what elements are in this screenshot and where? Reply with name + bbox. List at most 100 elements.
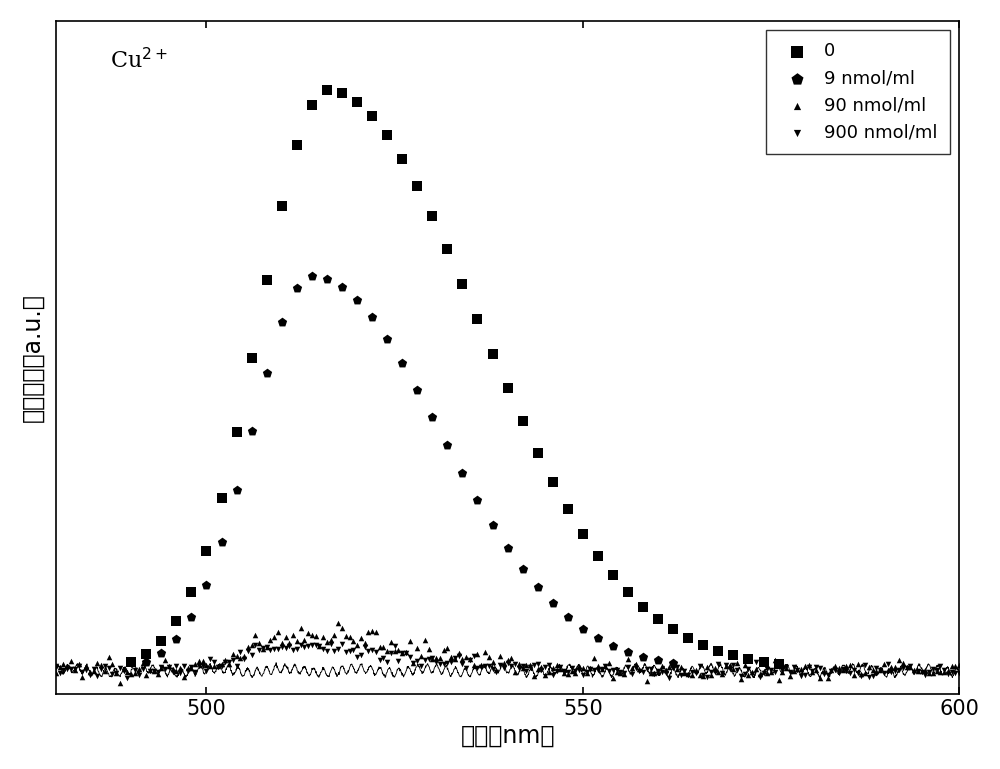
900 nmol/ml <box>469 661 485 674</box>
0 <box>229 426 245 438</box>
90 nmol/ml <box>511 658 527 671</box>
900 nmol/ml <box>176 661 192 673</box>
90 nmol/ml <box>428 651 444 664</box>
900 nmol/ml <box>567 665 583 677</box>
900 nmol/ml <box>883 666 899 678</box>
900 nmol/ml <box>394 647 410 659</box>
9 nmol/ml <box>469 494 485 506</box>
900 nmol/ml <box>756 667 772 679</box>
900 nmol/ml <box>586 664 602 677</box>
90 nmol/ml <box>929 664 945 677</box>
0 <box>454 278 470 290</box>
900 nmol/ml <box>71 660 87 672</box>
90 nmol/ml <box>48 667 64 679</box>
90 nmol/ml <box>718 660 734 672</box>
900 nmol/ml <box>620 661 636 674</box>
90 nmol/ml <box>172 662 188 674</box>
90 nmol/ml <box>597 660 613 672</box>
900 nmol/ml <box>390 655 406 667</box>
900 nmol/ml <box>846 664 862 676</box>
900 nmol/ml <box>564 662 580 674</box>
90 nmol/ml <box>74 671 90 683</box>
90 nmol/ml <box>278 631 294 644</box>
900 nmol/ml <box>895 662 911 674</box>
900 nmol/ml <box>500 657 516 670</box>
90 nmol/ml <box>846 669 862 681</box>
90 nmol/ml <box>895 657 911 670</box>
90 nmol/ml <box>887 661 903 673</box>
900 nmol/ml <box>921 665 937 677</box>
90 nmol/ml <box>582 662 598 674</box>
90 nmol/ml <box>281 637 297 649</box>
90 nmol/ml <box>334 622 350 634</box>
9 nmol/ml <box>214 536 230 548</box>
90 nmol/ml <box>801 659 817 671</box>
90 nmol/ml <box>255 642 271 654</box>
900 nmol/ml <box>816 668 832 681</box>
900 nmol/ml <box>492 659 508 671</box>
9 nmol/ml <box>545 598 561 610</box>
9 nmol/ml <box>259 367 275 379</box>
90 nmol/ml <box>650 666 666 678</box>
90 nmol/ml <box>748 663 764 675</box>
90 nmol/ml <box>567 667 583 680</box>
90 nmol/ml <box>364 625 380 638</box>
900 nmol/ml <box>853 670 869 682</box>
90 nmol/ml <box>101 651 117 664</box>
90 nmol/ml <box>515 662 531 674</box>
9 nmol/ml <box>560 611 576 624</box>
900 nmol/ml <box>93 663 109 675</box>
900 nmol/ml <box>530 658 546 671</box>
900 nmol/ml <box>409 655 425 667</box>
90 nmol/ml <box>97 665 113 677</box>
90 nmol/ml <box>763 666 779 678</box>
90 nmol/ml <box>285 628 301 641</box>
9 nmol/ml <box>394 357 410 369</box>
900 nmol/ml <box>74 666 90 678</box>
90 nmol/ml <box>545 661 561 674</box>
900 nmol/ml <box>857 659 873 671</box>
90 nmol/ml <box>778 662 794 674</box>
90 nmol/ml <box>620 653 636 665</box>
90 nmol/ml <box>447 653 463 665</box>
90 nmol/ml <box>59 660 75 672</box>
90 nmol/ml <box>131 664 147 676</box>
90 nmol/ml <box>405 657 421 669</box>
90 nmol/ml <box>786 665 802 677</box>
900 nmol/ml <box>740 662 756 674</box>
90 nmol/ml <box>67 664 83 676</box>
900 nmol/ml <box>616 667 632 679</box>
900 nmol/ml <box>421 653 437 665</box>
9 nmol/ml <box>530 581 546 594</box>
90 nmol/ml <box>274 638 290 650</box>
900 nmol/ml <box>387 640 403 652</box>
9 nmol/ml <box>304 270 320 282</box>
90 nmol/ml <box>451 647 467 659</box>
90 nmol/ml <box>872 664 888 676</box>
900 nmol/ml <box>820 668 836 681</box>
9 nmol/ml <box>349 294 365 306</box>
90 nmol/ml <box>868 664 884 677</box>
9 nmol/ml <box>665 657 681 669</box>
9 nmol/ml <box>274 316 290 328</box>
0 <box>123 655 139 667</box>
90 nmol/ml <box>797 660 813 672</box>
900 nmol/ml <box>827 664 843 676</box>
90 nmol/ml <box>564 665 580 677</box>
90 nmol/ml <box>774 665 790 677</box>
900 nmol/ml <box>168 660 184 672</box>
90 nmol/ml <box>661 661 677 673</box>
900 nmol/ml <box>97 660 113 672</box>
90 nmol/ml <box>78 660 94 672</box>
900 nmol/ml <box>240 645 256 657</box>
0 <box>153 635 169 647</box>
900 nmol/ml <box>872 664 888 676</box>
90 nmol/ml <box>221 658 237 671</box>
90 nmol/ml <box>413 650 429 662</box>
900 nmol/ml <box>947 667 963 680</box>
90 nmol/ml <box>771 674 787 687</box>
90 nmol/ml <box>424 653 440 665</box>
900 nmol/ml <box>488 665 504 677</box>
90 nmol/ml <box>323 634 339 646</box>
900 nmol/ml <box>101 662 117 674</box>
